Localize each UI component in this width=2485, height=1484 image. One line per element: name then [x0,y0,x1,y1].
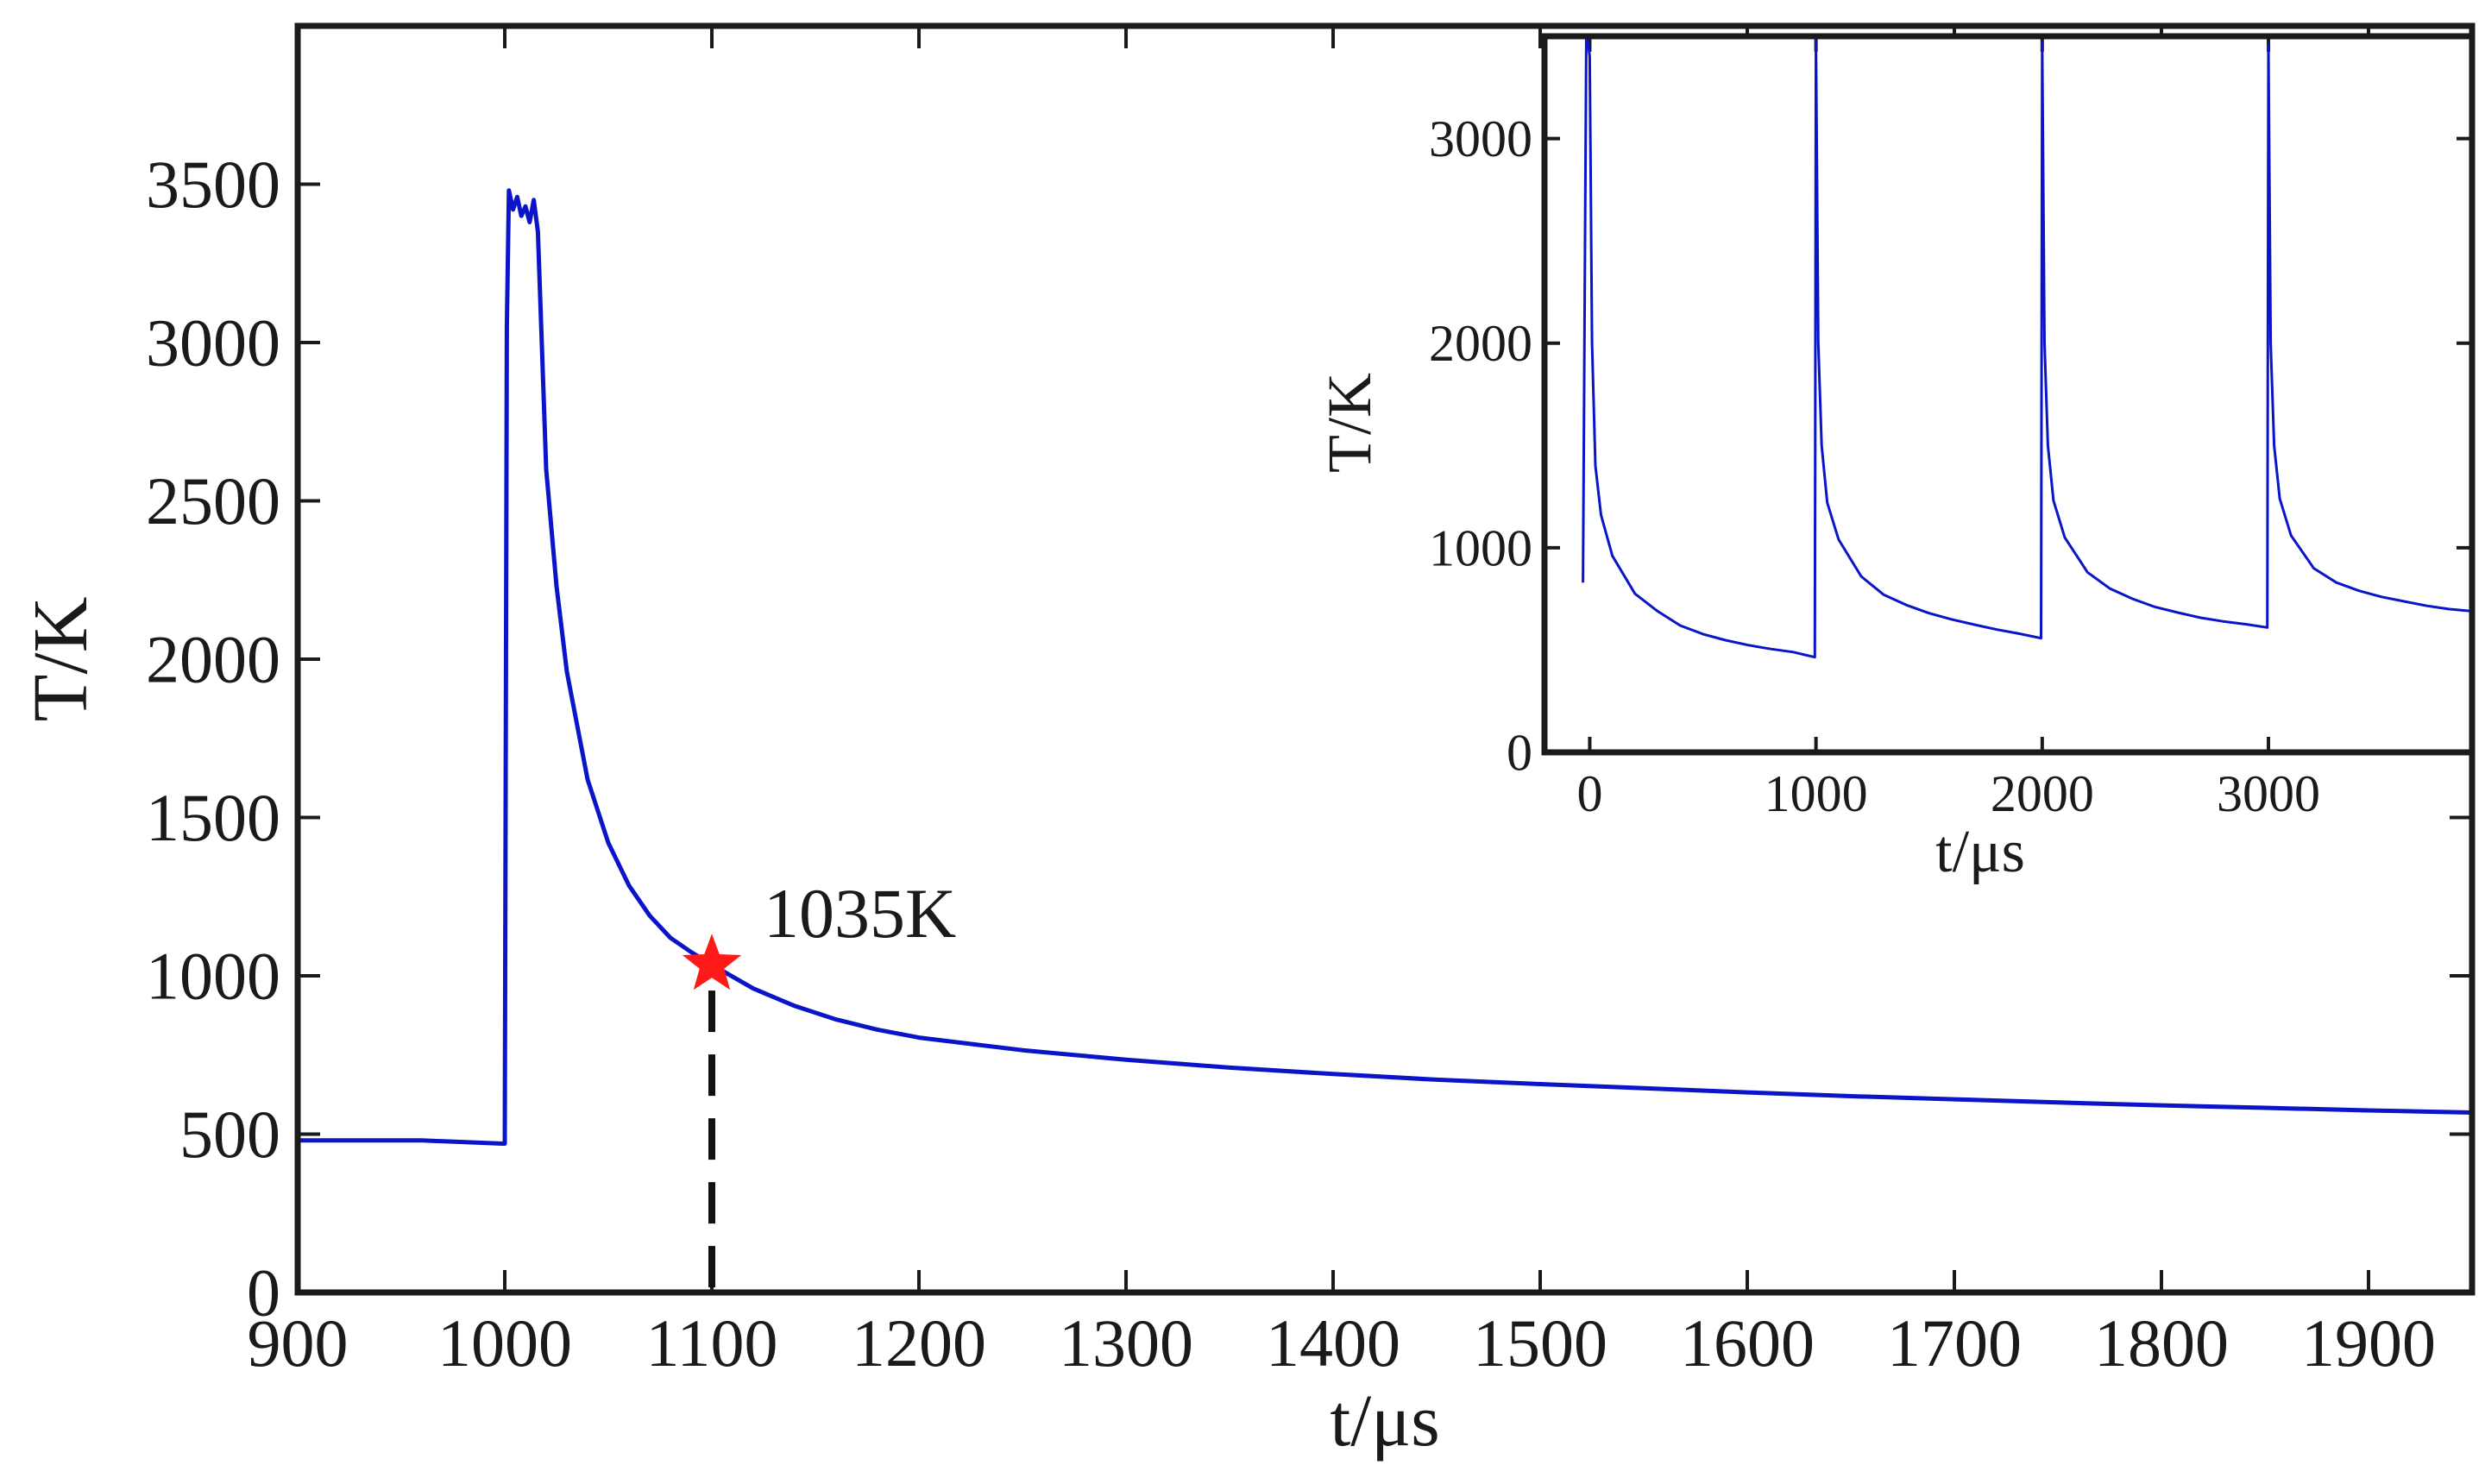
main-y-tick-labels: 0 500 1000 1500 2000 2500 3000 3500 [146,147,280,1330]
main-x-tick-label: 900 [248,1305,349,1380]
main-x-tick-label: 1500 [1473,1305,1607,1380]
inset-y-tick-label: 2000 [1429,315,1532,372]
main-x-tick-label: 1900 [2301,1305,2436,1380]
inset-y-tick-labels: 0 1000 2000 3000 [1429,110,1532,781]
main-x-tick-label: 1200 [852,1305,986,1380]
main-y-tick-label: 1000 [146,939,280,1014]
inset-x-tick-label: 1000 [1765,765,1868,822]
inset-background [1544,36,2472,752]
main-y-tick-label: 3000 [146,305,280,380]
inset-temperature-line [1582,36,2472,659]
main-x-tick-label: 1400 [1266,1305,1400,1380]
inset-plot-frame [1541,33,2476,756]
inset-y-tick-label: 3000 [1429,110,1532,167]
annotation-label: 1035K [764,874,956,953]
main-y-tick-label: 2500 [146,463,280,538]
main-y-axis-label: T/K [18,597,104,722]
inset-x-tick-label: 0 [1576,765,1602,822]
inset-y-tick-label: 0 [1507,724,1532,781]
main-y-tick-label: 1500 [146,780,280,855]
main-x-tick-labels: 900 1000 1100 1200 1300 1400 1500 1600 1700 1800 1… [248,1305,2437,1380]
main-y-tick-label: 500 [179,1097,280,1172]
inset-x-tick-labels: 0 1000 2000 3000 [1576,765,2320,822]
annotation-star-marker [682,934,742,990]
main-x-axis-label: t/μs [1330,1379,1439,1462]
inset-y-axis-label: T/K [1315,373,1384,473]
main-x-tick-label: 1100 [645,1305,777,1380]
inset-chart: 0 1000 2000 3000 0 1000 2000 3000 t/μs T/K [1315,33,2476,885]
main-x-tick-label: 1300 [1059,1305,1193,1380]
main-y-tick-label: 2000 [146,622,280,697]
main-temperature-line [298,188,2472,1146]
inset-x-tick-label: 2000 [1991,765,2094,822]
main-x-tick-label: 1000 [437,1305,572,1380]
inset-x-tick-label: 3000 [2217,765,2320,822]
inset-y-tick-label: 1000 [1429,519,1532,576]
main-x-tick-label: 1600 [1680,1305,1815,1380]
main-x-tick-label: 1800 [2094,1305,2229,1380]
main-x-tick-label: 1700 [1887,1305,2022,1380]
main-y-tick-label: 3500 [146,147,280,222]
main-y-tick-label: 0 [247,1255,280,1330]
inset-x-axis-label: t/μs [1935,819,2025,885]
